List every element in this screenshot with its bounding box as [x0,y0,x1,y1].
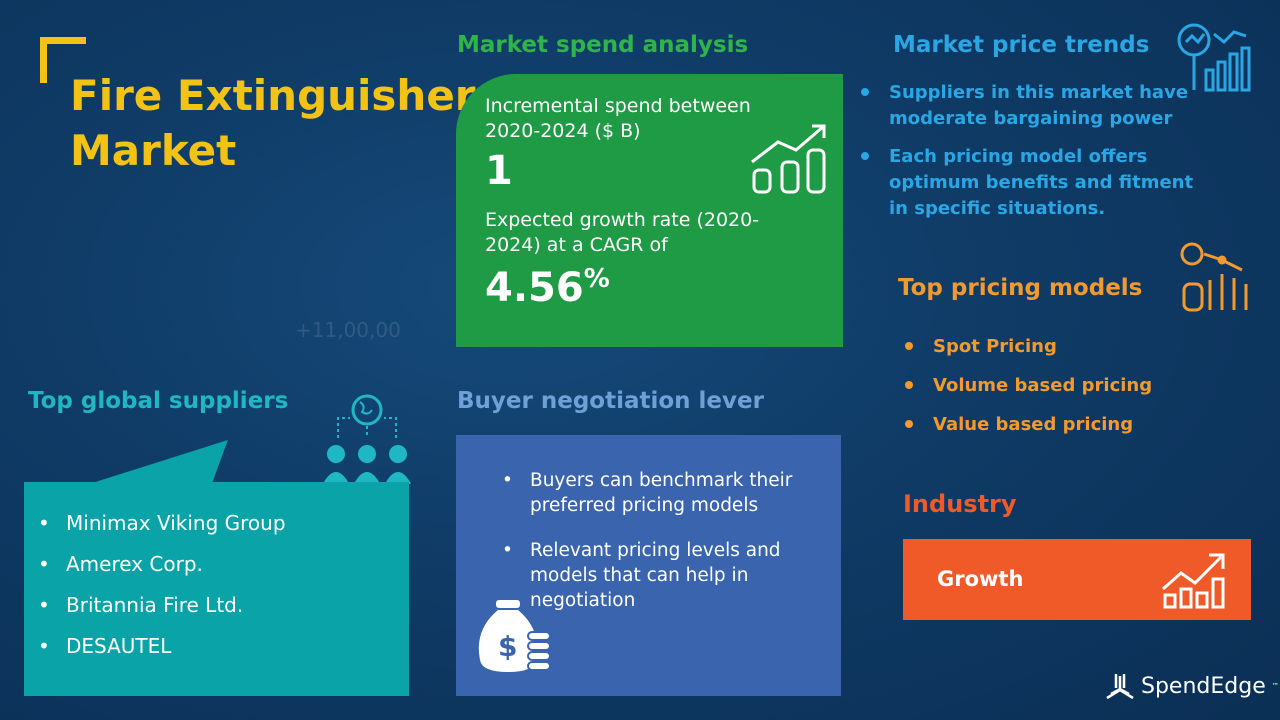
incremental-value: 1 [485,148,513,194]
trademark: ™ [1271,682,1279,690]
market-spend-box: Incremental spend between 2020-2024 ($ B… [456,74,843,347]
industry-heading: Industry [903,490,1017,518]
growth-value: 4.56% [485,264,610,311]
supplier-item: Amerex Corp. [38,551,409,578]
pricing-model-item: Volume based pricing [905,373,1152,399]
page-title: Fire Extinguisher Market [70,68,476,178]
speech-bubble-tail [92,440,228,483]
suppliers-heading: Top global suppliers [28,388,289,414]
supplier-item: Minimax Viking Group [38,510,409,537]
incremental-label: Incremental spend between 2020-2024 ($ B… [485,95,751,142]
supplier-item: Britannia Fire Ltd. [38,592,409,619]
market-spend-heading: Market spend analysis [457,32,749,58]
coins-growth-icon [751,124,826,194]
industry-value: Growth [937,567,1024,591]
title-corner-decoration [40,37,86,83]
pricing-model-item: Spot Pricing [905,334,1152,360]
buyer-lever-item: Relevant pricing levels and models that … [502,538,822,613]
pricing-chart-icon [1180,242,1248,312]
pricing-model-item: Value based pricing [905,412,1152,438]
growth-chart-icon [1162,553,1225,609]
svg-text:$: $ [498,630,517,663]
global-network-icon [323,394,411,484]
price-trends-heading: Market price trends [893,32,1150,58]
price-trends-list: Suppliers in this market have moderate b… [861,80,1201,234]
spendedge-logo: SpendEdge ™ [1105,672,1279,700]
pricing-models-heading: Top pricing models [898,275,1143,301]
suppliers-list: Minimax Viking Group Amerex Corp. Britan… [24,482,409,696]
price-analysis-icon [1177,23,1251,92]
buyer-lever-item: Buyers can benchmark their preferred pri… [502,468,822,518]
title-line-1: Fire Extinguisher [70,71,476,120]
price-trend-item: Suppliers in this market have moderate b… [861,80,1201,132]
pricing-models-list: Spot Pricing Volume based pricing Value … [905,334,1152,451]
spendedge-logo-icon [1106,674,1134,700]
buyer-lever-heading: Buyer negotiation lever [457,388,764,414]
title-line-2: Market [70,126,237,175]
background-watermark: +11,00,00 [295,318,401,342]
growth-label: Expected growth rate (2020-2024) at a CA… [485,209,760,256]
money-bag-icon: $ [478,600,551,672]
supplier-item: DESAUTEL [38,633,409,660]
brand-name: SpendEdge [1141,673,1266,699]
price-trend-item: Each pricing model offers optimum benefi… [861,144,1201,222]
industry-box: Growth [903,539,1251,620]
